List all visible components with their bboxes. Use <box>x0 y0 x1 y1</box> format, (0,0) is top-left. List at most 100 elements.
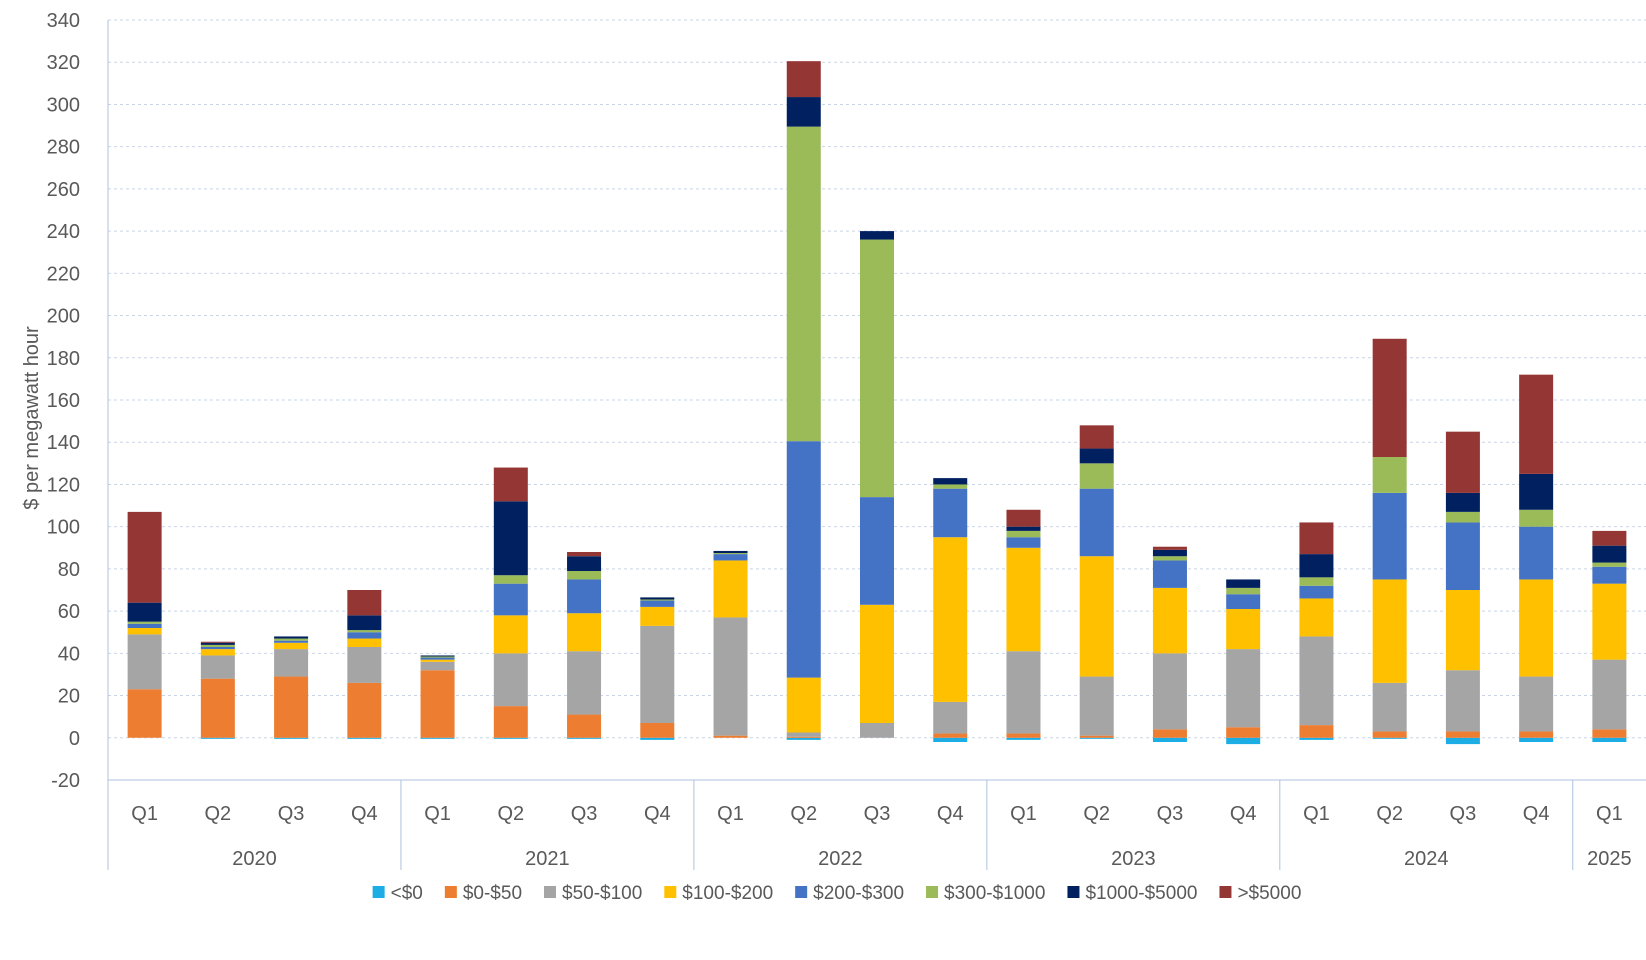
bar-segment <box>274 676 309 738</box>
bar-stack <box>1226 579 1261 745</box>
y-tick-label: 100 <box>47 517 80 539</box>
bar-segment <box>347 682 382 738</box>
bar-segment <box>713 554 748 561</box>
bar-segment <box>1372 457 1407 493</box>
bar-stack <box>933 478 968 742</box>
bar-segment <box>1519 509 1554 527</box>
bar-segment <box>1226 727 1261 738</box>
bar-segment <box>1445 492 1480 512</box>
bar-segment <box>567 556 602 571</box>
y-tick-label: 220 <box>47 263 80 285</box>
y-tick-label: 60 <box>58 601 80 623</box>
bar-segment <box>1372 492 1407 580</box>
bar-segment <box>1445 731 1480 738</box>
bar-segment <box>274 737 309 739</box>
y-tick-label: 20 <box>58 686 80 708</box>
bar-segment <box>1006 537 1041 548</box>
bar-segment <box>1592 566 1627 584</box>
bar-stack <box>860 231 894 738</box>
bar-stack <box>713 550 748 738</box>
bar-segment <box>1152 560 1187 588</box>
x-tick-label: Q3 <box>571 803 598 825</box>
bar-segment <box>786 61 821 98</box>
legend-item: $0-$50 <box>444 883 522 904</box>
bar-segment <box>567 579 602 614</box>
bar-segment <box>347 647 382 683</box>
bar-segment <box>347 630 382 633</box>
bar-segment <box>1079 556 1114 677</box>
legend-swatch <box>664 886 677 898</box>
bar-segment <box>1006 733 1041 738</box>
bar-segment <box>127 623 162 628</box>
bar-segment <box>493 467 528 502</box>
bar-segment <box>1006 651 1041 734</box>
legend-swatch <box>372 886 385 898</box>
year-label: 2023 <box>1111 848 1156 870</box>
y-tick-label: 260 <box>47 179 80 201</box>
bar-stack <box>420 655 455 739</box>
y-tick-label: 160 <box>47 390 80 412</box>
bar-segment <box>1445 670 1480 732</box>
bar-segment <box>1519 731 1554 738</box>
x-tick-label: Q4 <box>1230 803 1257 825</box>
x-tick-label: Q2 <box>790 803 817 825</box>
bar-segment <box>127 621 162 624</box>
bar-segment <box>713 735 748 738</box>
bar-segment <box>1592 659 1627 730</box>
bar-segment <box>1152 587 1187 654</box>
bar-segment <box>786 736 821 738</box>
bar-segment <box>1299 636 1334 726</box>
legend: <$0 $0-$50 $50-$100 $100-$200 $200-$300 $300-… <box>372 883 1301 904</box>
bar-segment <box>420 656 455 658</box>
bar-segment <box>200 647 235 650</box>
bar-segment <box>200 737 235 739</box>
y-axis-label: $ per megawatt hour <box>21 326 43 510</box>
bar-segment <box>127 634 162 690</box>
legend-label: $0-$50 <box>463 883 522 904</box>
bar-segment <box>1592 562 1627 567</box>
bar-segment <box>1079 463 1114 489</box>
x-tick-label: Q1 <box>717 803 744 825</box>
legend-label: <$0 <box>391 883 423 904</box>
bar-segment <box>567 651 602 715</box>
bar-segment <box>1299 585 1334 599</box>
legend-label: $200-$300 <box>813 883 904 904</box>
year-label: 2021 <box>525 848 570 870</box>
x-tick-label: Q4 <box>351 803 378 825</box>
bar-segment <box>1519 737 1554 742</box>
year-label: 2020 <box>232 848 277 870</box>
bar-stack <box>1079 425 1114 739</box>
bar-segment <box>713 550 748 554</box>
bar-stack <box>1006 509 1041 740</box>
bar-segment <box>1226 594 1261 609</box>
x-tick-label: Q1 <box>131 803 158 825</box>
y-tick-label: 0 <box>69 728 80 750</box>
bar-segment <box>713 617 748 736</box>
bar-stack <box>1445 431 1480 745</box>
bar-segment <box>1592 583 1627 660</box>
y-tick-label: 180 <box>47 348 80 370</box>
bar-segment <box>860 723 894 738</box>
bar-segment <box>347 737 382 739</box>
bar-segment <box>274 649 309 677</box>
bar-segment <box>1592 729 1627 738</box>
bar-segment <box>860 231 894 240</box>
x-tick-label: Q1 <box>1010 803 1037 825</box>
legend-item: $100-$200 <box>664 883 773 904</box>
bar-segment <box>1226 587 1261 595</box>
bar-stack <box>200 641 235 739</box>
bar-segment <box>1006 526 1041 531</box>
bar-segment <box>1226 579 1261 588</box>
bar-segment <box>1226 737 1261 745</box>
bar-segment <box>640 606 675 626</box>
bar-segment <box>274 636 309 639</box>
year-label: 2024 <box>1404 848 1449 870</box>
legend-label: $50-$100 <box>562 883 642 904</box>
x-tick-label: Q2 <box>205 803 232 825</box>
bar-segment <box>640 599 675 601</box>
bar-segment <box>347 638 382 647</box>
bar-segment <box>1519 473 1554 510</box>
bar-segment <box>1372 737 1407 739</box>
bar-stack <box>567 552 602 739</box>
bar-segment <box>933 488 968 538</box>
